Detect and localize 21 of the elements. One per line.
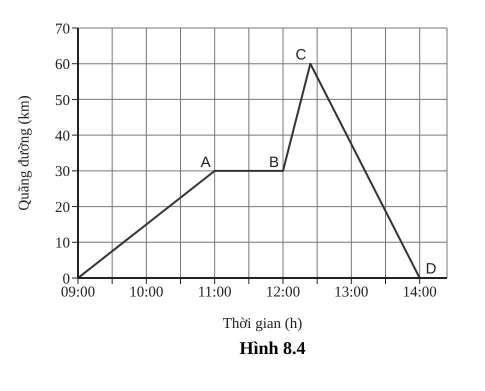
annotation: C (295, 46, 306, 64)
y-tick-label: 60 (55, 57, 70, 74)
x-tick-label: 09:00 (60, 284, 96, 301)
y-tick-label: 10 (55, 236, 70, 252)
y-tick-label: 30 (55, 164, 70, 180)
x-tick-label: 10:00 (129, 284, 164, 301)
text: Hình 8.4 (238, 338, 307, 359)
annotation: A (200, 154, 211, 171)
y-tick-label: 40 (55, 128, 70, 144)
annotation: B (268, 154, 279, 171)
annotation: D (426, 260, 437, 278)
x-tick-label: 12:00 (266, 284, 300, 301)
y-tick-label: 20 (55, 200, 70, 216)
x-tick-label: 11:00 (198, 284, 232, 301)
y-tick-label: 50 (55, 92, 70, 109)
y-axis-title: Quãng đường (km) (16, 95, 32, 211)
x-tick-label: 13:00 (334, 284, 368, 301)
x-axis-title: Thời gian (h) (222, 316, 302, 332)
x-tick-label: 14:00 (402, 284, 437, 301)
y-tick-label: 0 (62, 271, 70, 288)
y-tick-label: 70 (55, 21, 70, 38)
